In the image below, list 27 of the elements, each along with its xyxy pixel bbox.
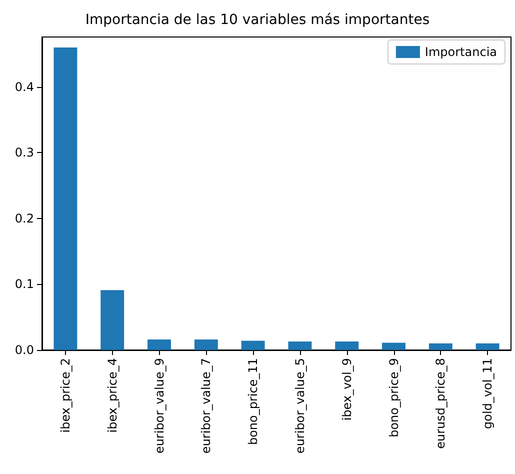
bar <box>288 341 312 350</box>
bar <box>428 343 452 350</box>
x-tick-label: ibex_vol_9 <box>340 358 354 421</box>
bar <box>382 342 406 350</box>
bar <box>100 290 124 350</box>
bar <box>476 343 500 350</box>
bar <box>335 341 359 350</box>
x-tick-label: eurusd_price_8 <box>434 358 448 449</box>
x-tick-label: ibex_price_2 <box>58 358 72 433</box>
x-tick-label: euribor_value_5 <box>292 358 307 454</box>
legend-label: Importancia <box>424 45 498 59</box>
bar <box>194 339 218 350</box>
bar <box>241 340 265 350</box>
bar <box>148 339 171 350</box>
x-tick-label: bono_price_9 <box>386 358 401 438</box>
x-tick-label: gold_vol_11 <box>480 358 495 429</box>
chart-title: Importancia de las 10 variables más importantes <box>85 12 430 28</box>
x-tick-label: bono_price_11 <box>246 358 260 446</box>
y-tick-label: 0.3 <box>14 146 34 160</box>
y-tick-label: 0.2 <box>14 211 34 226</box>
x-tick-label: ibex_price_4 <box>105 358 120 433</box>
y-tick-label: 0.1 <box>14 277 34 292</box>
bar <box>54 48 78 350</box>
x-tick-label: euribor_value_7 <box>199 358 214 454</box>
y-tick-label: 0.0 <box>14 343 34 357</box>
y-tick-label: 0.4 <box>14 80 34 94</box>
x-tick-label: euribor_value_9 <box>152 358 166 454</box>
